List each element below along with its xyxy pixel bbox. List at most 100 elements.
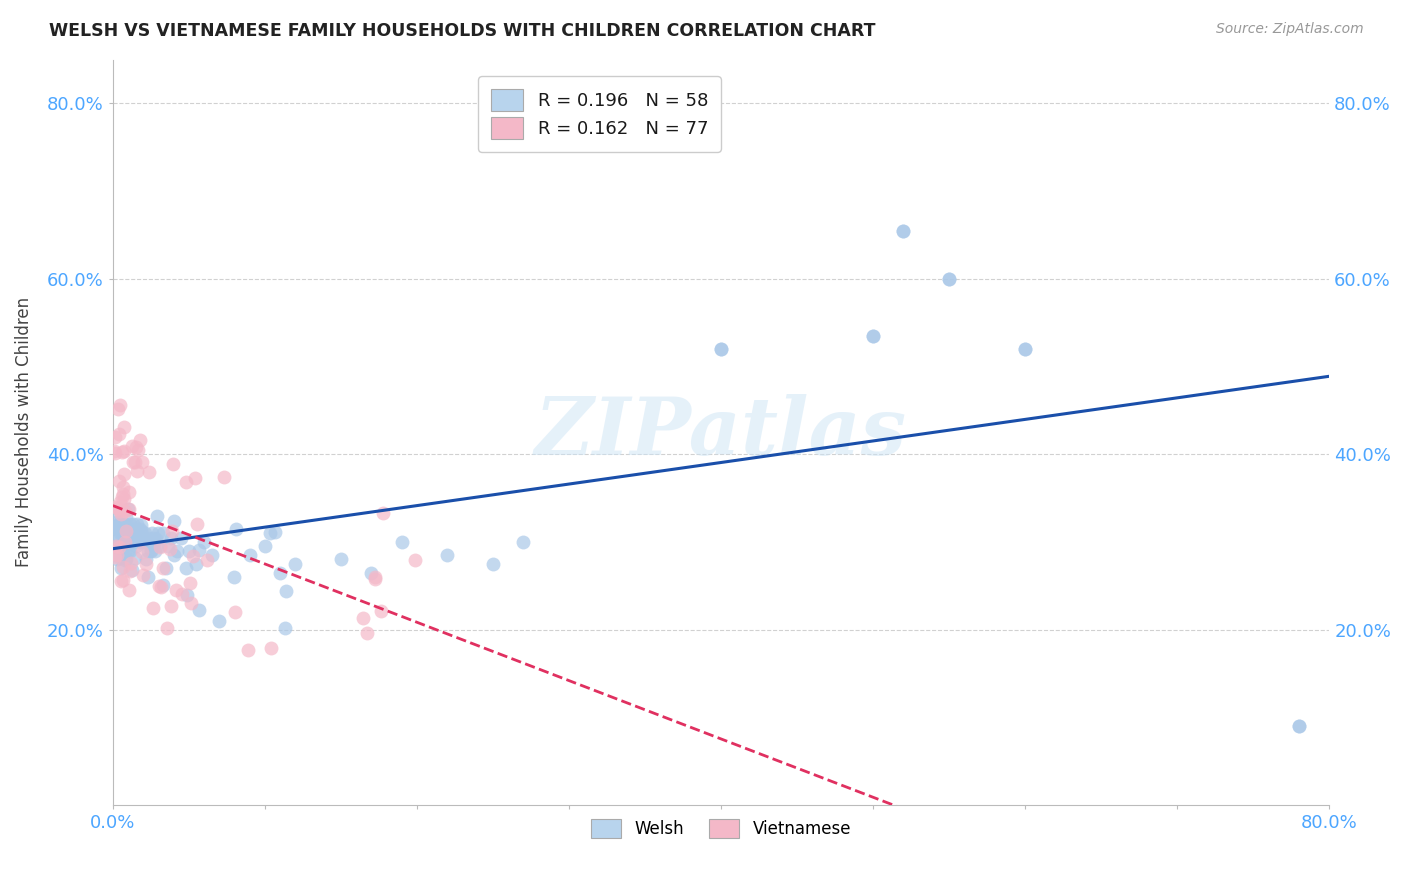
Point bbox=[224, 605, 246, 619]
Point bbox=[145, 509, 167, 524]
Point bbox=[152, 578, 174, 592]
Point bbox=[160, 599, 183, 614]
Point bbox=[128, 535, 150, 549]
Point bbox=[152, 526, 174, 541]
Point bbox=[114, 504, 136, 518]
Point bbox=[138, 465, 160, 479]
Point bbox=[105, 518, 128, 533]
Point bbox=[710, 342, 733, 356]
Point bbox=[114, 535, 136, 549]
Point bbox=[117, 544, 139, 558]
Point bbox=[127, 517, 149, 532]
Point bbox=[117, 522, 139, 536]
Point bbox=[107, 402, 129, 417]
Point bbox=[184, 471, 207, 485]
Point bbox=[710, 342, 733, 356]
Point bbox=[107, 527, 129, 541]
Point bbox=[118, 582, 141, 597]
Point bbox=[159, 542, 181, 557]
Point bbox=[136, 544, 159, 558]
Point bbox=[862, 329, 884, 343]
Point bbox=[115, 510, 138, 524]
Point bbox=[110, 543, 132, 558]
Point bbox=[104, 548, 127, 562]
Point bbox=[239, 548, 262, 562]
Point bbox=[145, 543, 167, 558]
Point bbox=[274, 583, 297, 598]
Point bbox=[122, 522, 145, 536]
Point bbox=[177, 543, 200, 558]
Point bbox=[160, 524, 183, 538]
Point bbox=[391, 535, 413, 549]
Point bbox=[114, 553, 136, 567]
Point bbox=[179, 576, 201, 591]
Point bbox=[104, 549, 127, 564]
Point bbox=[208, 614, 231, 628]
Point bbox=[274, 621, 297, 635]
Point bbox=[162, 457, 184, 471]
Point bbox=[1014, 342, 1036, 356]
Point bbox=[370, 604, 392, 618]
Point bbox=[201, 548, 224, 562]
Text: WELSH VS VIETNAMESE FAMILY HOUSEHOLDS WITH CHILDREN CORRELATION CHART: WELSH VS VIETNAMESE FAMILY HOUSEHOLDS WI… bbox=[49, 22, 876, 40]
Point bbox=[108, 475, 131, 489]
Point bbox=[142, 531, 165, 545]
Point bbox=[120, 524, 142, 538]
Point bbox=[862, 329, 884, 343]
Point bbox=[107, 540, 129, 554]
Point bbox=[114, 517, 136, 532]
Point bbox=[111, 526, 134, 541]
Point bbox=[107, 426, 129, 441]
Point bbox=[373, 506, 395, 520]
Point bbox=[1014, 342, 1036, 356]
Point bbox=[183, 549, 205, 564]
Point bbox=[105, 548, 128, 562]
Point bbox=[112, 574, 135, 588]
Point bbox=[893, 224, 915, 238]
Point bbox=[938, 272, 960, 286]
Point bbox=[131, 545, 153, 559]
Point bbox=[127, 464, 149, 478]
Point bbox=[112, 535, 135, 549]
Point bbox=[110, 507, 132, 521]
Point bbox=[141, 526, 163, 541]
Point bbox=[188, 603, 211, 617]
Point bbox=[117, 531, 139, 545]
Point bbox=[139, 543, 162, 558]
Point bbox=[124, 440, 146, 454]
Point bbox=[225, 522, 247, 536]
Point bbox=[224, 570, 246, 584]
Point bbox=[112, 443, 135, 458]
Point bbox=[259, 526, 281, 541]
Point bbox=[186, 557, 208, 571]
Point bbox=[112, 526, 135, 541]
Point bbox=[163, 514, 186, 528]
Point bbox=[112, 492, 135, 507]
Point bbox=[121, 535, 143, 549]
Point bbox=[110, 541, 132, 556]
Point bbox=[108, 531, 131, 545]
Point bbox=[121, 517, 143, 532]
Point bbox=[120, 526, 142, 541]
Legend: Welsh, Vietnamese: Welsh, Vietnamese bbox=[585, 813, 858, 845]
Point bbox=[360, 566, 382, 580]
Point bbox=[156, 621, 179, 635]
Point bbox=[162, 548, 184, 562]
Point bbox=[118, 517, 141, 532]
Point bbox=[111, 543, 134, 558]
Point bbox=[172, 587, 194, 601]
Point bbox=[110, 526, 132, 541]
Point bbox=[118, 564, 141, 578]
Point bbox=[111, 517, 134, 532]
Point bbox=[156, 539, 179, 553]
Point bbox=[105, 505, 128, 519]
Point bbox=[131, 568, 153, 582]
Point bbox=[111, 559, 134, 574]
Point bbox=[121, 563, 143, 577]
Point bbox=[1288, 719, 1310, 733]
Point bbox=[118, 524, 141, 539]
Point bbox=[107, 501, 129, 516]
Point bbox=[103, 443, 125, 458]
Point bbox=[176, 588, 198, 602]
Point bbox=[111, 487, 134, 501]
